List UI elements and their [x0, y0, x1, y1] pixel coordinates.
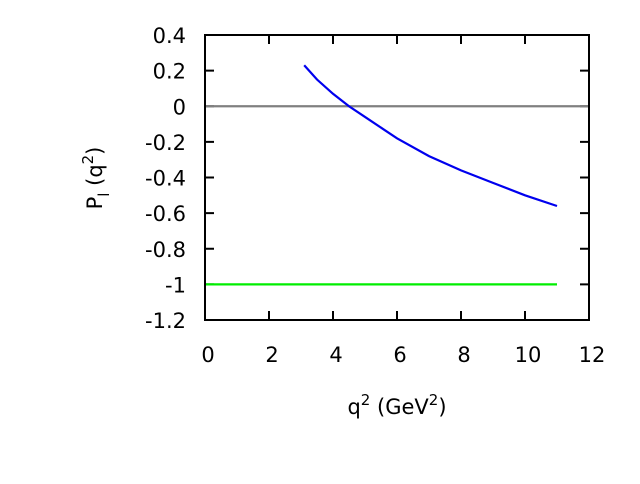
x-tick-label: 10 [515, 343, 542, 367]
y-tick-label: -0.8 [145, 238, 186, 262]
y-tick-label: -1.2 [145, 309, 186, 333]
x-tick-label: 12 [579, 343, 606, 367]
y-tick-label: -0.4 [145, 167, 186, 191]
x-axis-label: q2 (GeV2) [347, 391, 446, 419]
xlabel-part: (GeV [370, 395, 429, 419]
x-tick-label: 6 [393, 343, 406, 367]
plot-frame [204, 34, 590, 321]
ylabel-part: ) [83, 147, 107, 155]
y-tick-label: 0 [173, 95, 186, 119]
xlabel-part: 2 [361, 391, 371, 409]
xlabel-part: ) [438, 395, 446, 419]
x-tick-label: 0 [201, 343, 214, 367]
x-tick-label: 2 [265, 343, 278, 367]
ylabel-part: (q [83, 164, 107, 192]
xlabel-part: 2 [429, 391, 439, 409]
y-tick-label: 0.2 [153, 60, 186, 84]
y-tick-label: -1 [165, 273, 186, 297]
y-tick-label: -0.2 [145, 131, 186, 155]
series-line [303, 64, 558, 208]
x-tick-label: 8 [457, 343, 470, 367]
xlabel-part: q [347, 395, 360, 419]
ylabel-part: 2 [79, 155, 97, 165]
ylabel-part: l [95, 193, 113, 197]
x-tick-label: 4 [329, 343, 342, 367]
ylabel-part: P [83, 197, 107, 210]
y-axis-label: Pl (q2) [79, 147, 113, 210]
y-tick-label: 0.4 [153, 24, 186, 48]
y-tick-label: -0.6 [145, 202, 186, 226]
